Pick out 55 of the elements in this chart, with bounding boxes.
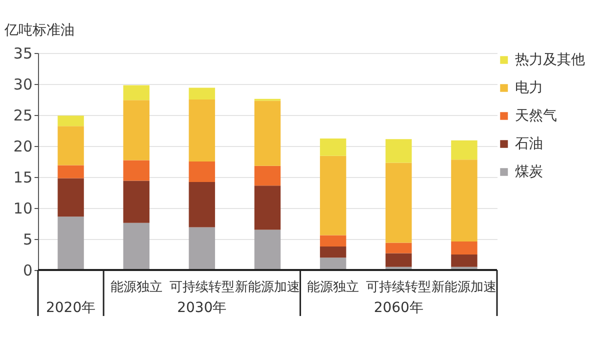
legend-label: 电力 xyxy=(515,80,543,96)
bar xyxy=(320,138,346,156)
text: 2030年 xyxy=(177,300,227,316)
x-tick-label: 可持续转型 xyxy=(366,280,432,295)
bar xyxy=(123,85,150,100)
y-tick-label: 5 xyxy=(22,230,32,248)
legend-label: 石油 xyxy=(515,136,543,152)
bar xyxy=(58,116,84,126)
bar xyxy=(254,186,281,230)
x-tick-label: 能源独立 xyxy=(307,279,360,295)
bar xyxy=(320,235,346,246)
bar xyxy=(123,180,150,223)
x-tick-label: 新能源加速 xyxy=(235,280,300,295)
bar xyxy=(123,160,150,181)
bar xyxy=(58,216,84,270)
y-axis-title: 亿吨标准油 xyxy=(4,22,74,38)
bar xyxy=(123,100,150,160)
legend-label: 热力及其他 xyxy=(515,52,585,68)
bar xyxy=(451,160,478,242)
bar xyxy=(58,165,84,178)
bar xyxy=(254,100,281,166)
y-tick-label: 35 xyxy=(13,44,32,62)
bar xyxy=(123,222,150,270)
y-tick-label: 25 xyxy=(13,106,32,124)
y-tick-label: 20 xyxy=(13,138,32,156)
bar xyxy=(254,166,281,186)
y-tick-label: 0 xyxy=(22,262,32,280)
bar xyxy=(451,254,478,267)
bar xyxy=(188,227,216,270)
x-tick-label: 2020年 xyxy=(46,300,96,316)
bar xyxy=(386,162,412,243)
bar xyxy=(386,242,412,254)
bar xyxy=(386,139,412,163)
bar xyxy=(188,182,216,228)
bar xyxy=(451,241,478,254)
bar xyxy=(188,162,216,182)
bar xyxy=(254,230,281,270)
x-tick-label: 可持续转型 xyxy=(169,280,234,295)
bar xyxy=(320,156,346,236)
x-tick-label: 新能源加速 xyxy=(432,280,497,295)
y-tick-label: 15 xyxy=(13,168,32,186)
bar xyxy=(188,100,216,162)
text: 2060年 xyxy=(374,300,424,316)
y-tick-label: 30 xyxy=(13,76,32,94)
bar xyxy=(451,140,478,160)
x-tick-label: 能源独立 xyxy=(110,279,162,295)
bar xyxy=(320,258,346,270)
bar xyxy=(58,178,84,217)
bar xyxy=(188,88,216,100)
bar xyxy=(386,253,412,267)
bar xyxy=(320,246,346,258)
y-tick-label: 10 xyxy=(13,200,32,218)
bar xyxy=(58,126,84,166)
legend-label: 天然气 xyxy=(515,108,557,124)
legend-label: 煤炭 xyxy=(515,164,543,180)
